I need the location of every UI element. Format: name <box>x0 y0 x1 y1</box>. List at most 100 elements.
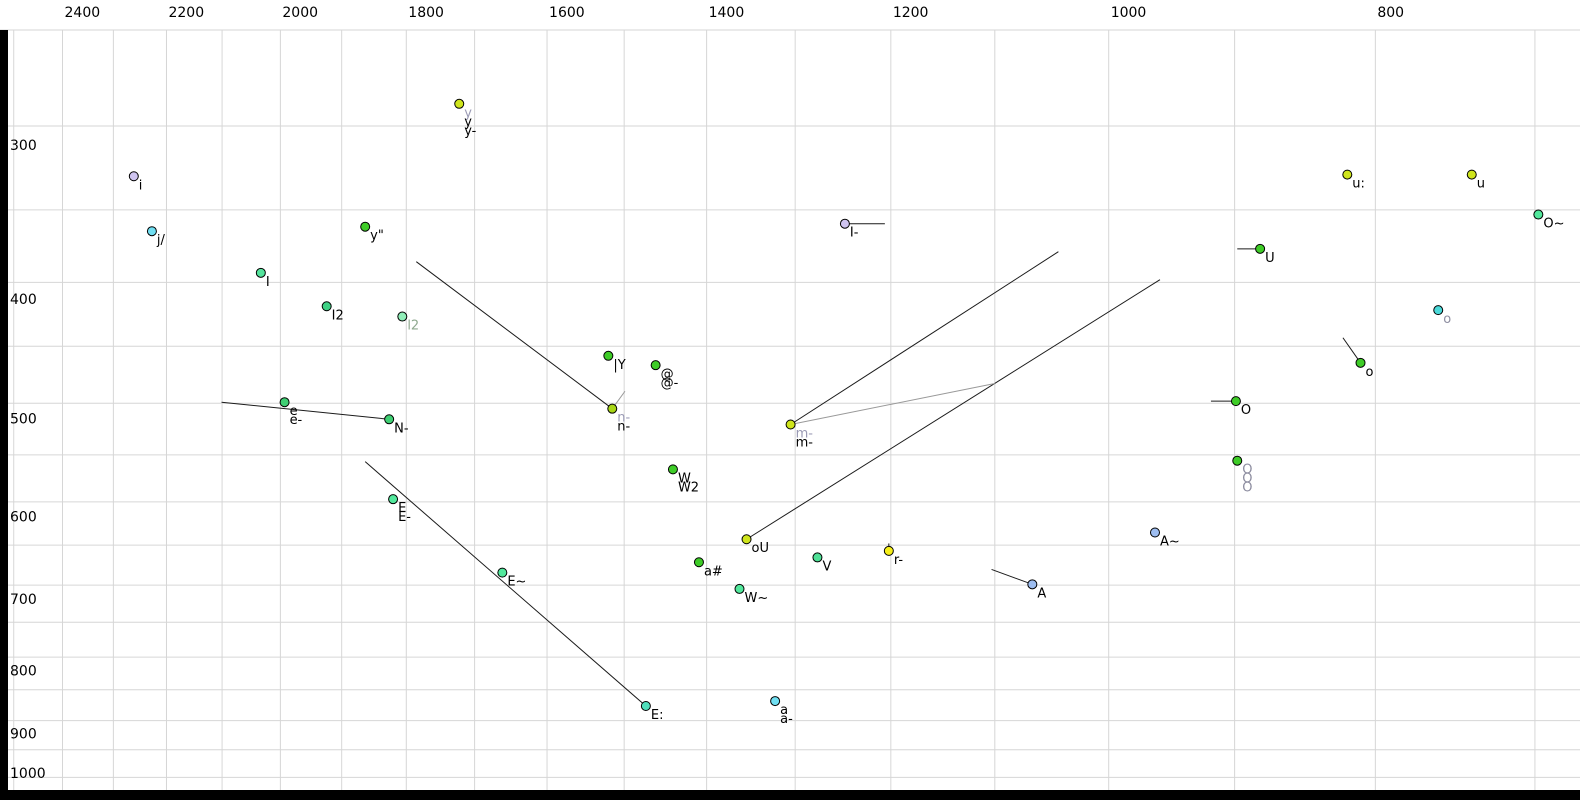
point-label: U <box>1265 251 1275 266</box>
data-point[interactable] <box>255 267 266 278</box>
point-label: u: <box>1352 177 1365 192</box>
point-label: u <box>1477 177 1485 192</box>
data-point[interactable] <box>785 419 796 430</box>
data-point[interactable] <box>839 218 850 229</box>
data-point[interactable] <box>1533 209 1544 220</box>
point-label: W~ <box>744 591 768 606</box>
point-label: @- <box>661 376 679 391</box>
data-point[interactable] <box>1149 527 1160 538</box>
connector-line <box>790 382 995 426</box>
point-label: i <box>139 178 143 193</box>
data-point[interactable] <box>454 98 465 109</box>
point-label: e- <box>290 413 303 428</box>
x-tick-label: 1200 <box>893 5 929 21</box>
y-tick-label: 600 <box>10 509 37 525</box>
data-point[interactable] <box>397 311 408 322</box>
y-tick-label: 800 <box>10 663 37 679</box>
point-label: |Y <box>613 358 625 373</box>
connector-line <box>991 568 1033 585</box>
data-point[interactable] <box>1027 579 1038 590</box>
point-label: A <box>1037 586 1046 601</box>
point-label: y" <box>370 229 384 244</box>
data-point[interactable] <box>1230 396 1241 407</box>
point-label: e <box>290 404 298 419</box>
point-label: N- <box>394 421 409 436</box>
point-label: O <box>1241 403 1251 418</box>
data-point[interactable] <box>384 414 395 425</box>
point-label: a# <box>704 564 723 579</box>
connector-line <box>1342 337 1361 364</box>
data-point[interactable] <box>388 494 399 505</box>
data-point[interactable] <box>607 403 618 414</box>
data-point[interactable] <box>279 397 290 408</box>
data-point[interactable] <box>667 464 678 475</box>
data-point[interactable] <box>1355 357 1366 368</box>
point-label: a- <box>780 712 793 727</box>
point-label: O <box>1242 481 1252 496</box>
point-label: y- <box>464 124 476 139</box>
data-point[interactable] <box>741 534 752 545</box>
point-label: j/ <box>156 233 166 248</box>
data-point[interactable] <box>883 545 894 556</box>
data-point[interactable] <box>734 583 745 594</box>
y-tick-label: 1000 <box>10 766 46 782</box>
data-point[interactable] <box>1466 169 1477 180</box>
connector-line <box>415 261 613 410</box>
point-label: n- <box>617 411 630 426</box>
point-label: I <box>266 275 270 290</box>
data-point[interactable] <box>1433 305 1444 316</box>
point-label: O <box>1242 463 1252 478</box>
data-point[interactable] <box>640 701 651 712</box>
point-label: W2 <box>678 480 699 495</box>
point-label: n- <box>617 420 630 435</box>
point-label: r- <box>894 553 904 568</box>
y-tick-label: 300 <box>10 138 37 154</box>
data-point[interactable] <box>146 226 157 237</box>
point-label: m- <box>796 427 814 442</box>
point-label: E- <box>398 510 411 525</box>
point-label: A~ <box>1160 534 1180 549</box>
data-point[interactable] <box>812 552 823 563</box>
connector-line <box>364 461 647 707</box>
point-label: a <box>780 703 788 718</box>
point-label: o <box>1366 365 1374 380</box>
data-point[interactable] <box>497 567 508 578</box>
point-label: I- <box>850 226 859 241</box>
point-label: O <box>1242 472 1252 487</box>
point-label: E <box>398 501 406 516</box>
x-tick-label: 1000 <box>1111 5 1147 21</box>
point-label: @ <box>661 367 674 382</box>
data-point[interactable] <box>1255 243 1266 254</box>
data-point[interactable] <box>1232 455 1243 466</box>
x-tick-label: 2200 <box>168 5 204 21</box>
point-label: y <box>464 106 472 121</box>
data-point[interactable] <box>321 301 332 312</box>
data-point[interactable] <box>128 171 139 182</box>
data-point[interactable] <box>360 221 371 232</box>
x-tick-label: 800 <box>1377 5 1404 21</box>
y-tick-label: 400 <box>10 292 37 308</box>
data-point[interactable] <box>1342 169 1353 180</box>
point-label: m- <box>796 436 814 451</box>
data-point[interactable] <box>693 557 704 568</box>
data-point[interactable] <box>770 696 781 707</box>
y-tick-label: 900 <box>10 727 37 743</box>
data-point[interactable] <box>603 350 614 361</box>
x-tick-label: 1800 <box>408 5 444 21</box>
x-tick-label: 2000 <box>282 5 318 21</box>
data-point[interactable] <box>650 360 661 371</box>
point-label: y <box>464 115 472 130</box>
point-label: V <box>822 559 831 574</box>
point-label: E: <box>651 708 664 723</box>
connector-line <box>746 279 1161 540</box>
connector-line <box>221 401 390 420</box>
left-border-bar <box>0 30 8 800</box>
bottom-border-bar <box>0 790 1580 800</box>
point-label: O~ <box>1543 217 1564 232</box>
point-label: E~ <box>507 575 526 590</box>
x-tick-label: 1600 <box>549 5 585 21</box>
connector-line <box>790 251 1059 425</box>
